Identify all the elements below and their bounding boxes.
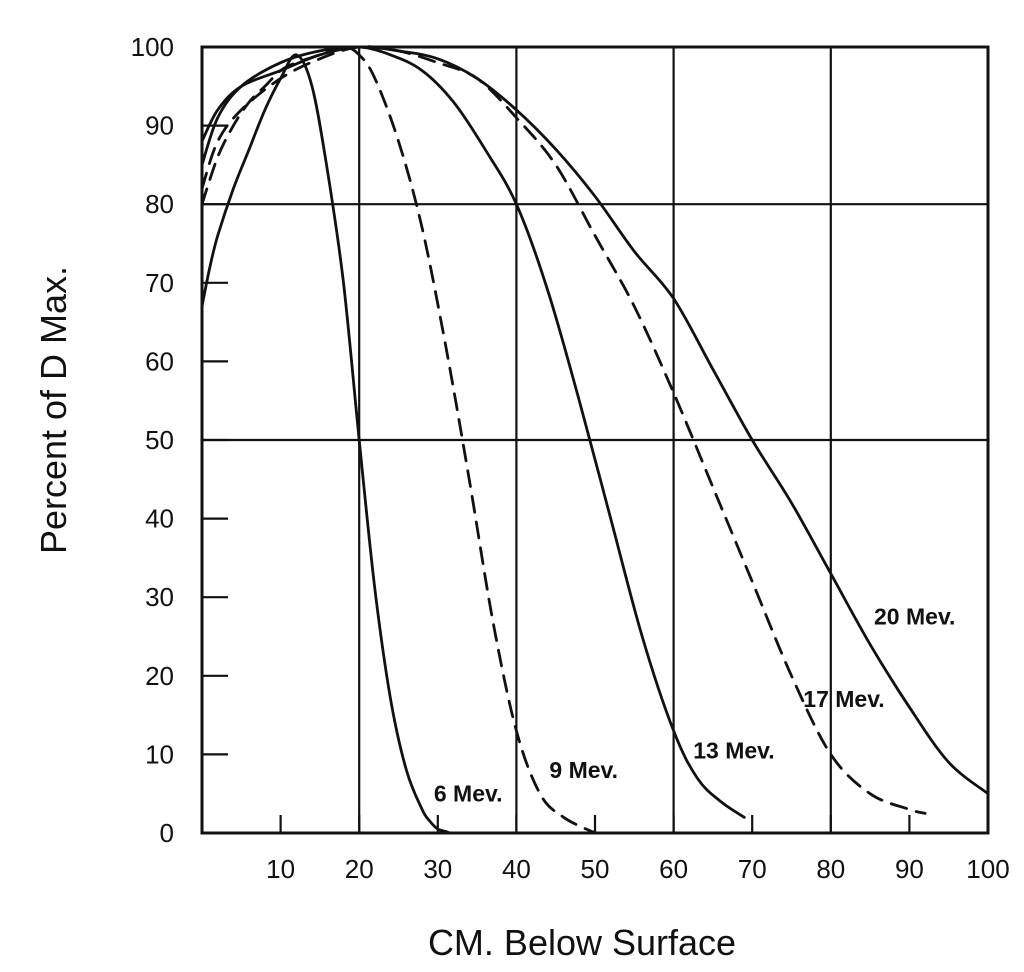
y-tick-label-30: 30 [145, 582, 174, 612]
series-line-17mev [200, 45, 927, 815]
series-line-9mev [200, 45, 597, 835]
x-axis-title: CM. Below Surface [428, 922, 736, 963]
series-line-13mev [200, 45, 746, 819]
series-label-20mev: 20 Mev. [874, 604, 955, 630]
x-tick-label-10: 10 [266, 854, 295, 884]
series-label-9mev: 9 Mev. [549, 757, 618, 783]
series-curves [200, 45, 990, 835]
series-label-6mev: 6 Mev. [434, 781, 503, 807]
x-tick-label-80: 80 [816, 854, 845, 884]
x-tick-label-90: 90 [895, 854, 924, 884]
series-line-20mev [200, 45, 990, 796]
y-tick-label-0: 0 [160, 818, 174, 848]
y-tick-label-90: 90 [145, 111, 174, 141]
series-label-17mev: 17 Mev. [803, 686, 884, 712]
y-tick-label-80: 80 [145, 189, 174, 219]
y-tick-label-60: 60 [145, 346, 174, 376]
x-tick-label-60: 60 [659, 854, 688, 884]
y-axis-title: Percent of D Max. [33, 266, 74, 554]
grid-lines [202, 47, 988, 833]
y-tick-label-40: 40 [145, 504, 174, 534]
y-tick-label-70: 70 [145, 268, 174, 298]
x-tick-label-20: 20 [345, 854, 374, 884]
y-tick-label-20: 20 [145, 661, 174, 691]
x-tick-label-50: 50 [581, 854, 610, 884]
axis-ticks: 0 10 20 30 40 50 60 70 80 90 100 10 20 30 40 50 60 70 80 90… [131, 32, 1010, 884]
y-tick-label-100: 100 [131, 32, 174, 62]
y-tick-label-10: 10 [145, 739, 174, 769]
x-tick-label-70: 70 [738, 854, 767, 884]
y-tick-label-50: 50 [145, 425, 174, 455]
series-line-6mev [200, 53, 451, 835]
series-label-13mev: 13 Mev. [693, 737, 774, 763]
x-tick-label-100: 100 [966, 854, 1009, 884]
x-tick-label-30: 30 [423, 854, 452, 884]
x-tick-label-40: 40 [502, 854, 531, 884]
series-labels: 6 Mev. 9 Mev. 13 Mev. 17 Mev. 20 Mev. [434, 604, 956, 807]
